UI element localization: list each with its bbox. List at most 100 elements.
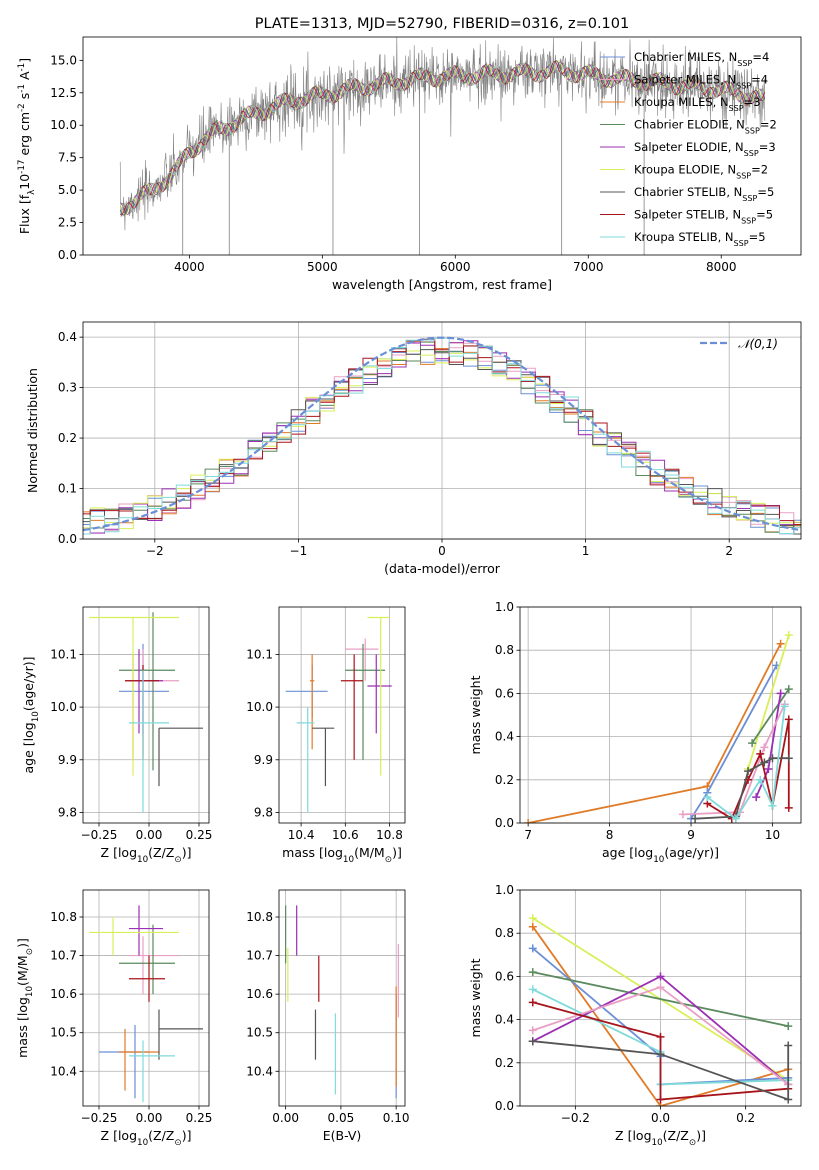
axes-frame	[278, 889, 406, 1107]
tick-label-y: 0.6	[495, 969, 514, 983]
plot-area-spectrum	[119, 37, 766, 255]
model-line-chabrier-elodie	[119, 62, 766, 214]
errorbar-chabrier-elodie	[345, 643, 386, 760]
x-axis-label: (data-model)/error	[384, 561, 501, 576]
series-marker	[776, 639, 785, 648]
errorbar-chabrier-miles	[285, 664, 328, 718]
errorbar-salpeter-stelib	[340, 654, 363, 760]
tick-label-y: 15.0	[50, 53, 77, 67]
series-line	[532, 1001, 789, 1101]
tick-label-y: 9.8	[58, 805, 77, 819]
axes-spectrum: 4000 5000 6000 7000 8000 0.0 2.5 5.0 7.5 10.0 12.5…	[17, 36, 802, 292]
tick-label-x: 6000	[440, 260, 471, 274]
tick-label-y: 0.0	[58, 532, 77, 546]
legend-spectrum: Chabrier MILES, NSSP=4 Salpeter MILES, NS…	[600, 50, 777, 248]
series-marker	[528, 1037, 537, 1046]
series-line	[527, 643, 782, 823]
series-chabrier-elodie	[748, 685, 793, 748]
errorbar-chabrier-stelib	[312, 727, 335, 787]
tick-label-x: −0.25	[81, 828, 118, 842]
series-marker	[784, 1095, 793, 1104]
tick-label-y: 0.3	[58, 381, 77, 395]
tick-label-x: 9	[687, 828, 695, 842]
errorbar-kroupa-stelib	[296, 707, 315, 813]
tick-label-y: 10.4	[50, 1064, 77, 1078]
tick-label-y: 0.0	[495, 816, 514, 830]
series-marker	[528, 922, 537, 931]
series-marker	[756, 749, 765, 758]
plot-area-age-vs-mass	[285, 616, 392, 813]
tick-label-x: 10.6	[332, 828, 359, 842]
tick-label-x: 8	[606, 828, 614, 842]
tick-label-y: 7.5	[58, 151, 77, 165]
series-marker	[678, 810, 687, 819]
errorbar-kroupa-stelib	[129, 1040, 175, 1103]
series-marker	[784, 754, 793, 763]
legend-label: Salpeter MILES, NSSP=4	[634, 73, 768, 91]
x-axis-label: Z [log10(Z/Z⊙)]	[101, 845, 192, 865]
tick-label-y: 9.8	[254, 805, 273, 819]
tick-label-x: 4000	[174, 260, 205, 274]
legend-label: Chabrier MILES, NSSP=4	[634, 50, 769, 68]
errorbar-salpeter-stelib	[129, 955, 165, 1002]
tick-label-y: 10.0	[246, 700, 273, 714]
tick-label-y: 10.8	[50, 910, 77, 924]
tick-label-x: 0.25	[186, 828, 213, 842]
series-line	[747, 634, 790, 770]
tick-label-x: 0.00	[136, 828, 163, 842]
tick-label-x: 8000	[706, 260, 737, 274]
errorbar-chabrier-miles	[99, 1025, 149, 1099]
errorbar-kroupa-elodie	[367, 616, 390, 776]
tick-label-x: 1	[582, 544, 590, 558]
series-marker	[703, 793, 712, 802]
tick-label-x: 0.05	[328, 1111, 355, 1125]
tick-label-y: 0.8	[495, 926, 514, 940]
model-line-kroupa-elodie	[119, 60, 766, 216]
tick-label-y: 10.1	[246, 647, 273, 661]
errorbar-chabrier-miles	[119, 643, 169, 734]
tick-label-y: 0.4	[495, 730, 514, 744]
series-marker	[528, 968, 537, 977]
series-marker	[768, 754, 777, 763]
y-axis-label: age [log10(age/yr)]	[21, 656, 41, 773]
hist-kroupa-elodie	[83, 350, 801, 530]
series-line	[751, 688, 790, 744]
errorbar-kroupa-stelib	[129, 670, 169, 813]
tick-label-x: −2	[146, 544, 164, 558]
series-marker	[744, 767, 753, 776]
tick-label-x: −1	[290, 544, 308, 558]
tick-label-y: 5.0	[58, 183, 77, 197]
grid-mass-vs-Z	[83, 890, 209, 1106]
series-line	[682, 703, 786, 816]
tick-label-y: 10.6	[50, 987, 77, 1001]
tick-label-y: 10.4	[246, 1064, 273, 1078]
x-axis-label: wavelength [Angstrom, rest frame]	[332, 277, 552, 292]
x-axis-label: mass [log10(M/M⊙)]	[282, 845, 402, 865]
axes-frame	[278, 606, 406, 824]
axes-frame	[519, 606, 802, 824]
series-marker	[691, 814, 700, 823]
tick-label-y: 0.2	[495, 773, 514, 787]
series-marker	[656, 1095, 665, 1104]
y-axis-label: Flux [fλ10-17 erg cm-2 s-1 A-1]	[17, 58, 37, 234]
tick-label-y: 10.1	[50, 647, 77, 661]
tick-label-y: 0.4	[58, 330, 77, 344]
tick-label-x: −0.2	[561, 1111, 590, 1125]
series-marker	[528, 1026, 537, 1035]
legend-label: Kroupa STELIB, NSSP=5	[634, 230, 766, 248]
axes-mass-vs-Z: −0.25 0.00 0.25 10.4 10.5 10.6 10.7 10.8 Z [log1…	[15, 889, 212, 1148]
tick-label-y: 0.1	[58, 482, 77, 496]
tick-label-x: 7	[524, 828, 532, 842]
legend-label: Chabrier ELODIE, NSSP=2	[634, 118, 777, 136]
tick-label-y: 0.0	[495, 1099, 514, 1113]
tick-label-x: 10.4	[288, 828, 315, 842]
axes-age-vs-mass: 10.4 10.6 10.8 9.8 9.9 10.0 10.1 mass [log10(M/…	[246, 606, 406, 865]
model-line-salpeter-stelib	[119, 60, 766, 216]
series-chabrier-stelib	[691, 754, 793, 823]
tick-label-y: 10.5	[246, 1026, 273, 1040]
series-marker	[784, 803, 793, 812]
gaussian-curve	[83, 336, 799, 532]
tick-label-y: 9.9	[254, 753, 273, 767]
tick-label-y: 10.7	[246, 949, 273, 963]
errorbar-kroupa-elodie	[89, 616, 179, 776]
